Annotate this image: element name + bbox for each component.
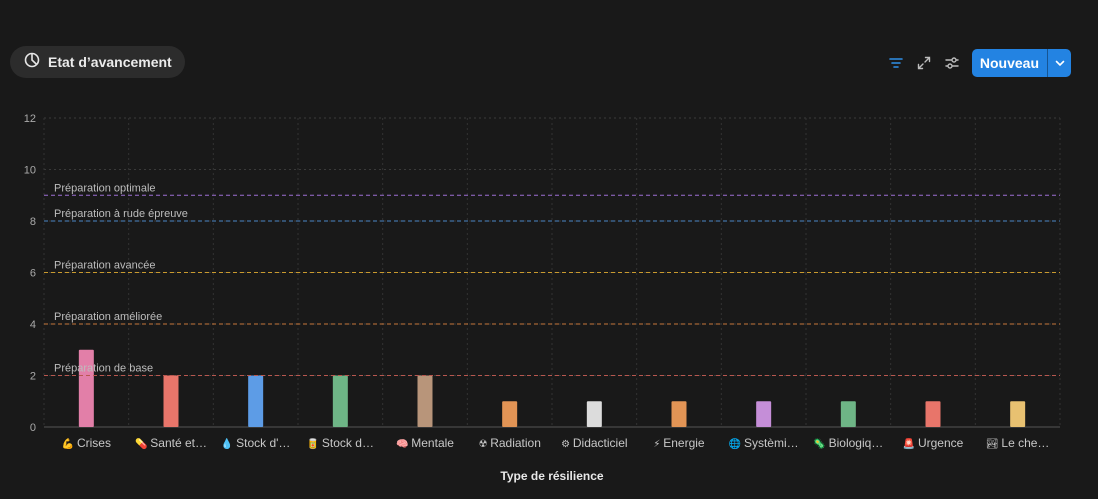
bar (1010, 401, 1026, 427)
y-tick-label: 8 (30, 216, 36, 228)
bar (248, 375, 264, 427)
category-label: Stock d'… (236, 436, 290, 450)
category-icon: 🏞 (986, 438, 1001, 450)
category-label: Urgence (918, 436, 964, 450)
category-label: Radiation (490, 436, 541, 450)
x-tick-label: 💊 Santé et… (135, 436, 207, 450)
x-axis-title: Type de résilience (500, 469, 603, 483)
bar (332, 375, 348, 427)
category-label: Mentale (411, 436, 454, 450)
bar (840, 401, 856, 427)
category-icon: 🚨 (903, 437, 918, 450)
sliders-icon[interactable] (940, 51, 964, 75)
category-icon: ⚙ (561, 439, 573, 450)
bar (925, 401, 941, 427)
expand-icon[interactable] (912, 51, 936, 75)
bar (417, 375, 433, 427)
bar (78, 349, 94, 427)
category-icon: 💊 (135, 437, 150, 450)
bar (756, 401, 772, 427)
y-tick-label: 10 (24, 165, 36, 177)
y-tick-label: 2 (30, 371, 36, 383)
category-label: Systèmi… (744, 436, 799, 450)
new-button[interactable]: Nouveau (979, 55, 1039, 71)
x-tick-label: 🥫 Stock d… (307, 436, 374, 450)
y-tick-label: 0 (30, 422, 36, 434)
x-tick-label: 🧠 Mentale (396, 436, 454, 450)
filter-icon[interactable] (884, 51, 908, 75)
category-icon: 🦠 (813, 437, 828, 450)
category-label: Stock d… (322, 436, 374, 450)
reference-line-label: Préparation à rude épreuve (54, 208, 188, 220)
pie-chart-icon (24, 52, 40, 73)
y-tick-label: 4 (30, 319, 36, 331)
x-tick-label: 🏞 Le che… (986, 436, 1050, 450)
reference-line-label: Préparation de base (54, 363, 153, 375)
category-icon: ⚡ (653, 439, 663, 450)
view-tab-label: Etat d’avancement (48, 54, 172, 70)
x-tick-label: ⚙ Didacticiel (561, 436, 627, 450)
toolbar: Nouveau (880, 49, 1071, 77)
category-label: Biologiq… (829, 436, 884, 450)
x-tick-label: ☢ Radiation (478, 436, 540, 450)
x-tick-label: ⚡ Energie (653, 436, 705, 450)
category-label: Le che… (1001, 436, 1049, 450)
x-tick-label: 💧 Stock d'… (221, 436, 291, 450)
category-icon: 🌐 (729, 437, 744, 450)
bar (671, 401, 687, 427)
category-label: Didacticiel (573, 436, 628, 450)
bar (163, 375, 179, 427)
category-label: Crises (77, 436, 111, 450)
x-tick-label: 🦠 Biologiq… (813, 436, 883, 450)
chevron-down-icon[interactable] (1048, 49, 1071, 77)
bar (502, 401, 518, 427)
view-tab-etat-avancement[interactable]: Etat d’avancement (10, 46, 185, 78)
y-tick-label: 6 (30, 268, 36, 280)
x-tick-label: 🌐 Systèmi… (729, 436, 799, 450)
bar (586, 401, 602, 427)
reference-line-label: Préparation avancée (54, 260, 156, 272)
category-label: Santé et… (150, 436, 207, 450)
reference-line-label: Préparation optimale (54, 182, 156, 194)
new-button-group: Nouveau (971, 49, 1071, 77)
category-icon: 🥫 (307, 437, 322, 450)
reference-line-label: Préparation améliorée (54, 311, 162, 323)
category-icon: 🧠 (396, 438, 411, 450)
new-button-separator (1047, 49, 1048, 77)
x-tick-label: 💪 Crises (62, 436, 111, 450)
category-label: Energie (663, 436, 705, 450)
y-tick-label: 12 (24, 113, 36, 125)
category-icon: 💧 (221, 437, 236, 450)
category-icon: ☢ (478, 439, 490, 450)
x-tick-label: 🚨 Urgence (903, 436, 964, 450)
category-icon: 💪 (62, 437, 77, 450)
